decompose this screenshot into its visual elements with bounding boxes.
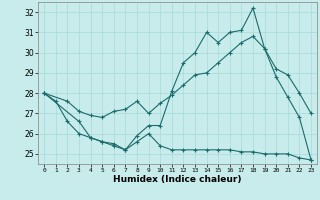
X-axis label: Humidex (Indice chaleur): Humidex (Indice chaleur)	[113, 175, 242, 184]
